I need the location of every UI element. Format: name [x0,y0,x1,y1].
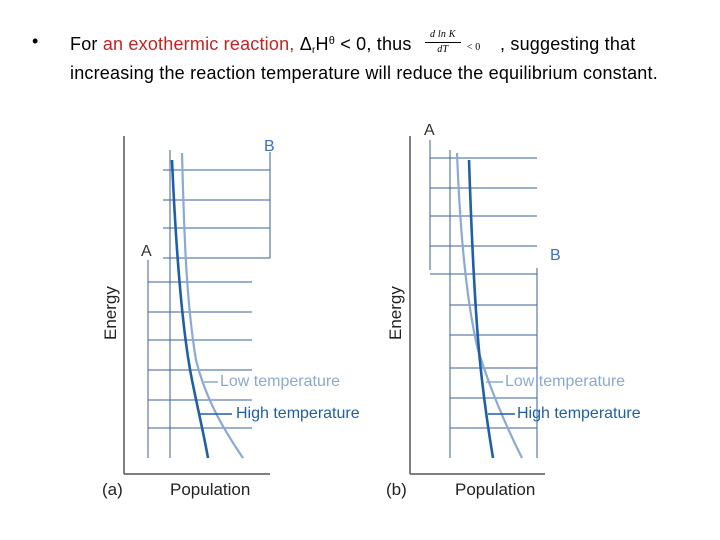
high-temperature-curve-b [467,159,495,459]
point-a-label: A [141,243,152,260]
exothermic-highlight: an exothermic reaction, [102,34,295,54]
panel-tag-b: (b) [386,480,407,499]
less-than-zero-text: < 0, thus [335,34,417,54]
panel-tag-a: (a) [102,480,123,499]
vant-hoff-formula: d ln K dT < 0 [417,29,495,56]
point-a-label: A [424,122,435,139]
text-prefix: For [70,34,103,54]
text-suffix: , suggesting that increasing the reactio… [70,34,658,83]
bullet-text: For an exothermic reaction, ΔrHθ < 0, th… [70,29,692,85]
high-temperature-label: High temperature [517,405,641,422]
energy-axis-label: Energy [386,286,405,340]
standard-state-superscript: θ [328,35,336,47]
axes-b [409,136,545,475]
point-b-label: B [264,138,275,155]
low-temperature-curve-b [455,152,523,459]
energy-axis-label: Energy [101,286,120,340]
population-axis-label: Population [170,480,250,499]
population-axis-label: Population [455,480,535,499]
delta-symbol: Δ [294,34,312,54]
panel-a: Low temperature High temperature B A Ene… [101,136,360,499]
low-temperature-label: Low temperature [505,373,625,390]
high-temperature-label: High temperature [236,405,360,422]
high-temperature-curve-a [170,159,210,459]
enthalpy-symbol: H [315,34,329,54]
energy-levels-b [429,140,538,458]
low-temperature-curve-a [180,152,244,459]
formula-numerator: d ln K [429,29,456,40]
energy-levels-a [147,150,271,458]
bullet-marker: • [32,31,39,51]
axes-a [123,136,270,475]
formula-denominator: dT [437,44,449,55]
subscript-r: r [311,45,316,56]
formula-relation: < 0 [466,42,481,53]
low-temperature-label: Low temperature [220,373,340,390]
panel-b: Low temperature High temperature A B Ene… [386,122,641,499]
point-b-label: B [550,247,561,264]
